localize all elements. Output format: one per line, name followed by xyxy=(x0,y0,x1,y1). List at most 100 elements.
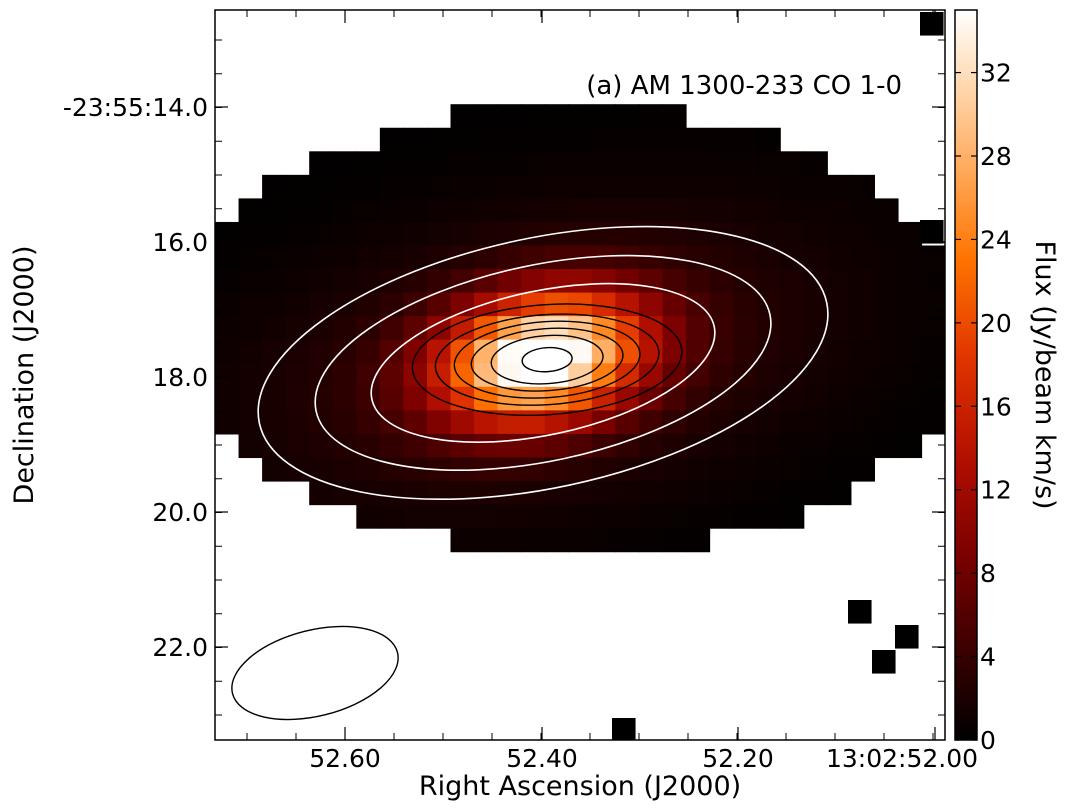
heatmap-pixel xyxy=(426,481,452,506)
heatmap-pixel xyxy=(803,292,828,317)
heatmap-pixel xyxy=(709,316,734,341)
heatmap-pixel xyxy=(827,433,852,459)
heatmap-pixel xyxy=(450,433,475,459)
heatmap-pixel xyxy=(615,339,640,364)
heatmap-pixel xyxy=(356,386,381,411)
heatmap-pixel xyxy=(662,386,687,411)
heatmap-pixel xyxy=(803,151,828,176)
heatmap-pixel xyxy=(238,363,263,388)
heatmap-pixel xyxy=(379,221,404,247)
heatmap-pixel xyxy=(544,198,569,223)
heatmap-pixel xyxy=(521,410,546,435)
heatmap-pixel xyxy=(638,104,664,129)
heatmap-pixel xyxy=(497,504,522,529)
contour-black xyxy=(411,303,683,417)
heatmap-pixel xyxy=(403,151,428,176)
heatmap-pixel xyxy=(662,174,687,199)
heatmap-pixel xyxy=(733,221,758,247)
heatmap-pixel xyxy=(285,386,310,411)
heatmap-pixel xyxy=(897,221,923,247)
heatmap-pixel xyxy=(379,433,404,459)
contour-black xyxy=(521,346,573,373)
heatmap-pixel xyxy=(332,316,357,341)
heatmap-pixel xyxy=(780,316,805,341)
heatmap-pixel xyxy=(332,457,357,482)
heatmap-pixel xyxy=(285,174,310,199)
heatmap-pixel xyxy=(568,198,593,223)
heatmap-pixel xyxy=(709,433,734,459)
heatmap-pixel xyxy=(285,339,310,364)
heatmap-pixel xyxy=(215,245,240,270)
heatmap-pixel xyxy=(521,528,546,553)
heatmap-pixel xyxy=(686,221,711,247)
heatmap-pixel xyxy=(285,221,310,247)
heatmap-pixel xyxy=(662,316,687,341)
heatmap-pixel xyxy=(591,174,616,199)
heatmap-pixel xyxy=(615,481,640,506)
heatmap-pixel xyxy=(356,221,381,247)
y-tick-label: 18.0 xyxy=(152,363,208,392)
heatmap-pixel xyxy=(874,410,899,435)
heatmap-pixel xyxy=(591,386,616,411)
heatmap-pixel xyxy=(709,127,734,152)
heatmap-pixel xyxy=(686,174,711,199)
heatmap-pixel xyxy=(450,198,475,223)
heatmap-pixel xyxy=(544,151,569,176)
heatmap-pixel xyxy=(497,528,522,553)
heatmap-pixel xyxy=(850,292,875,317)
heatmap-pixel xyxy=(921,269,945,294)
heatmap-pixel xyxy=(615,174,640,199)
heatmap-pixel xyxy=(332,221,357,247)
heatmap-pixel xyxy=(474,528,499,553)
heatmap-pixel xyxy=(638,457,664,482)
heatmap-pixel xyxy=(874,221,899,247)
heatmap-pixel xyxy=(497,245,522,270)
heatmap-pixel xyxy=(403,410,428,435)
colorbar-tick-label: 4 xyxy=(980,643,996,672)
heatmap-pixel xyxy=(756,504,781,529)
heatmap-pixel xyxy=(921,386,945,411)
heatmap-pixel xyxy=(803,433,828,459)
heatmap-pixel xyxy=(780,504,805,529)
heatmap-pixel xyxy=(450,174,475,199)
heatmap-pixel xyxy=(426,174,452,199)
heatmap-pixel xyxy=(827,386,852,411)
heatmap-pixel xyxy=(497,151,522,176)
contour-black xyxy=(434,313,660,406)
heatmap-pixel xyxy=(686,269,711,294)
heatmap-pixel xyxy=(827,245,852,270)
heatmap-pixel xyxy=(474,410,499,435)
heatmap-pixel xyxy=(638,221,664,247)
heatmap-pixel xyxy=(238,198,263,223)
heatmap-pixel xyxy=(686,433,711,459)
heatmap-pixel xyxy=(544,339,569,364)
heatmap-pixel xyxy=(285,433,310,459)
heatmap-pixel xyxy=(803,269,828,294)
heatmap-pixel xyxy=(921,339,945,364)
heatmap-pixel xyxy=(309,363,334,388)
heatmap-pixel xyxy=(544,504,569,529)
heatmap-pixel xyxy=(474,504,499,529)
heatmap-pixel xyxy=(615,316,640,341)
heatmap-pixel xyxy=(474,292,499,317)
heatmap-pixel xyxy=(403,386,428,411)
colorbar xyxy=(954,9,978,741)
heatmap-pixel xyxy=(591,339,616,364)
heatmap-pixel xyxy=(262,174,287,199)
heatmap-pixel xyxy=(262,269,287,294)
heatmap-pixel xyxy=(591,151,616,176)
heatmap-pixel xyxy=(591,269,616,294)
contour-black xyxy=(470,327,624,392)
heatmap-pixel xyxy=(450,316,475,341)
heatmap-pixel xyxy=(638,410,664,435)
heatmap-pixel xyxy=(615,221,640,247)
heatmap-pixel xyxy=(686,386,711,411)
heatmap-pixel xyxy=(332,410,357,435)
contour-white xyxy=(257,225,829,501)
heatmap-pixel xyxy=(803,457,828,482)
heatmap-pixel xyxy=(686,528,711,553)
heatmap-pixel xyxy=(686,198,711,223)
heatmap-pixel xyxy=(686,339,711,364)
heatmap-pixel xyxy=(827,221,852,247)
heatmap-pixel xyxy=(756,269,781,294)
